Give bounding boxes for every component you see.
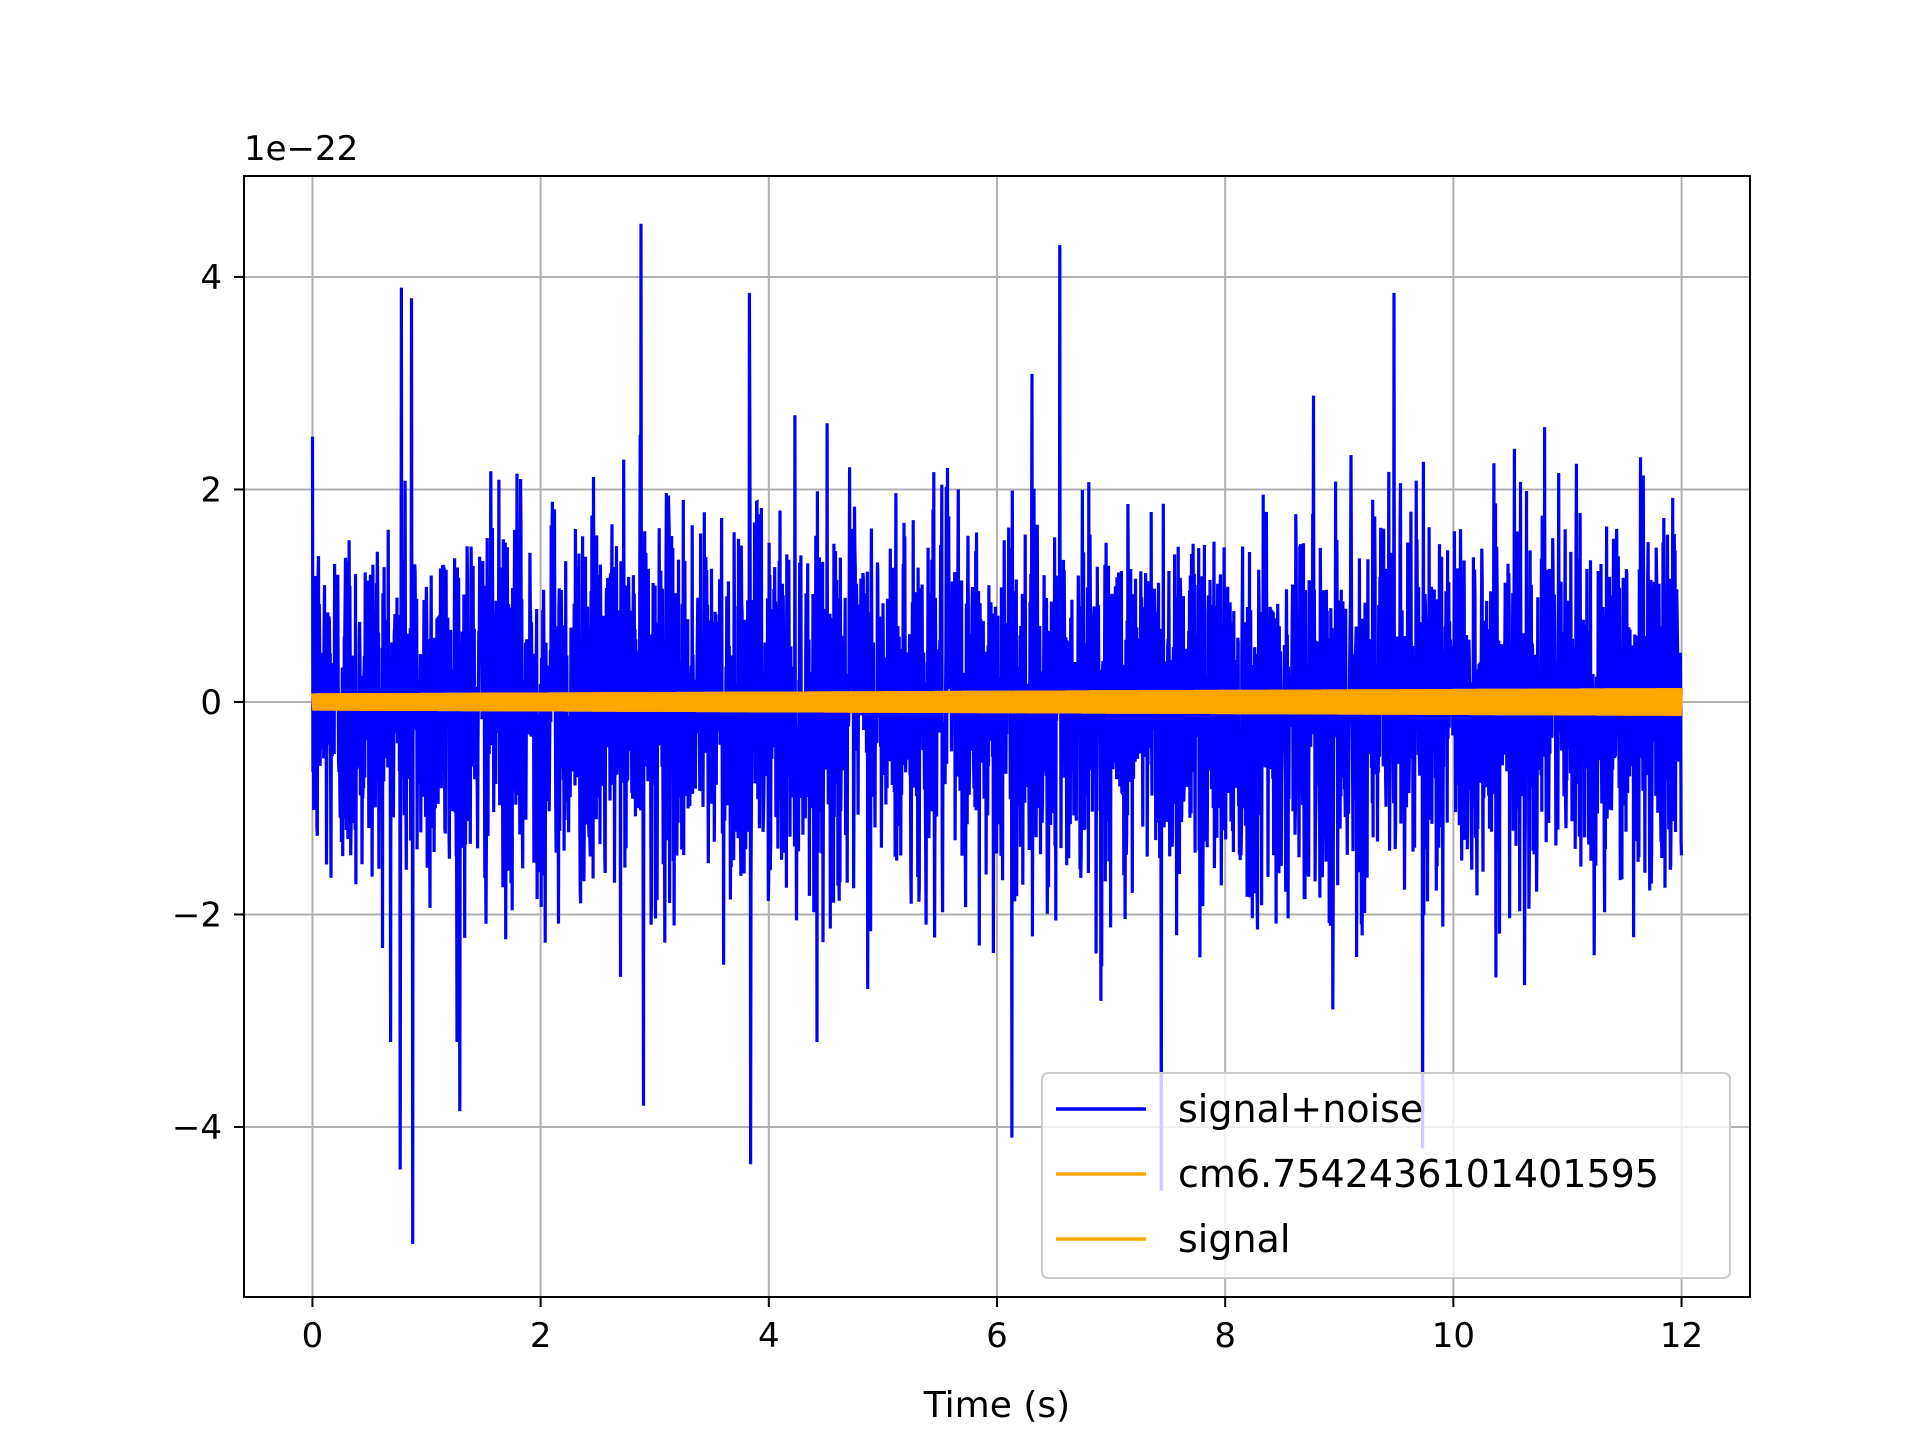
x-axis: 0 2 4 6 8 10 12 [302, 1297, 1703, 1356]
x-tick-label: 4 [758, 1316, 780, 1356]
legend-label: signal+noise [1178, 1087, 1423, 1131]
series-line-signal [310, 688, 1684, 716]
legend: signal+noise cm6.7542436101401595 signal [1041, 1072, 1731, 1279]
y-tick-label: 2 [200, 470, 222, 510]
x-tick-label: 12 [1660, 1316, 1703, 1356]
x-tick-label: 10 [1432, 1316, 1475, 1356]
legend-box [1041, 1072, 1731, 1279]
y-axis: −4 −2 0 2 4 [172, 258, 244, 1148]
x-tick-label: 2 [530, 1316, 552, 1356]
legend-label: signal [1178, 1217, 1290, 1261]
legend-label: cm6.7542436101401595 [1178, 1152, 1659, 1196]
y-tick-label: −2 [172, 895, 222, 935]
x-tick-label: 8 [1214, 1316, 1236, 1356]
x-tick-label: 6 [986, 1316, 1008, 1356]
y-tick-label: 4 [200, 258, 222, 298]
series-group [310, 223, 1684, 1244]
x-axis-label: Time (s) [923, 1385, 1070, 1426]
plot-area [310, 223, 1684, 1244]
x-tick-label: 0 [302, 1316, 324, 1356]
y-offset-label: 1e−22 [244, 129, 358, 169]
y-tick-label: 0 [200, 683, 222, 723]
y-tick-label: −4 [172, 1108, 222, 1148]
